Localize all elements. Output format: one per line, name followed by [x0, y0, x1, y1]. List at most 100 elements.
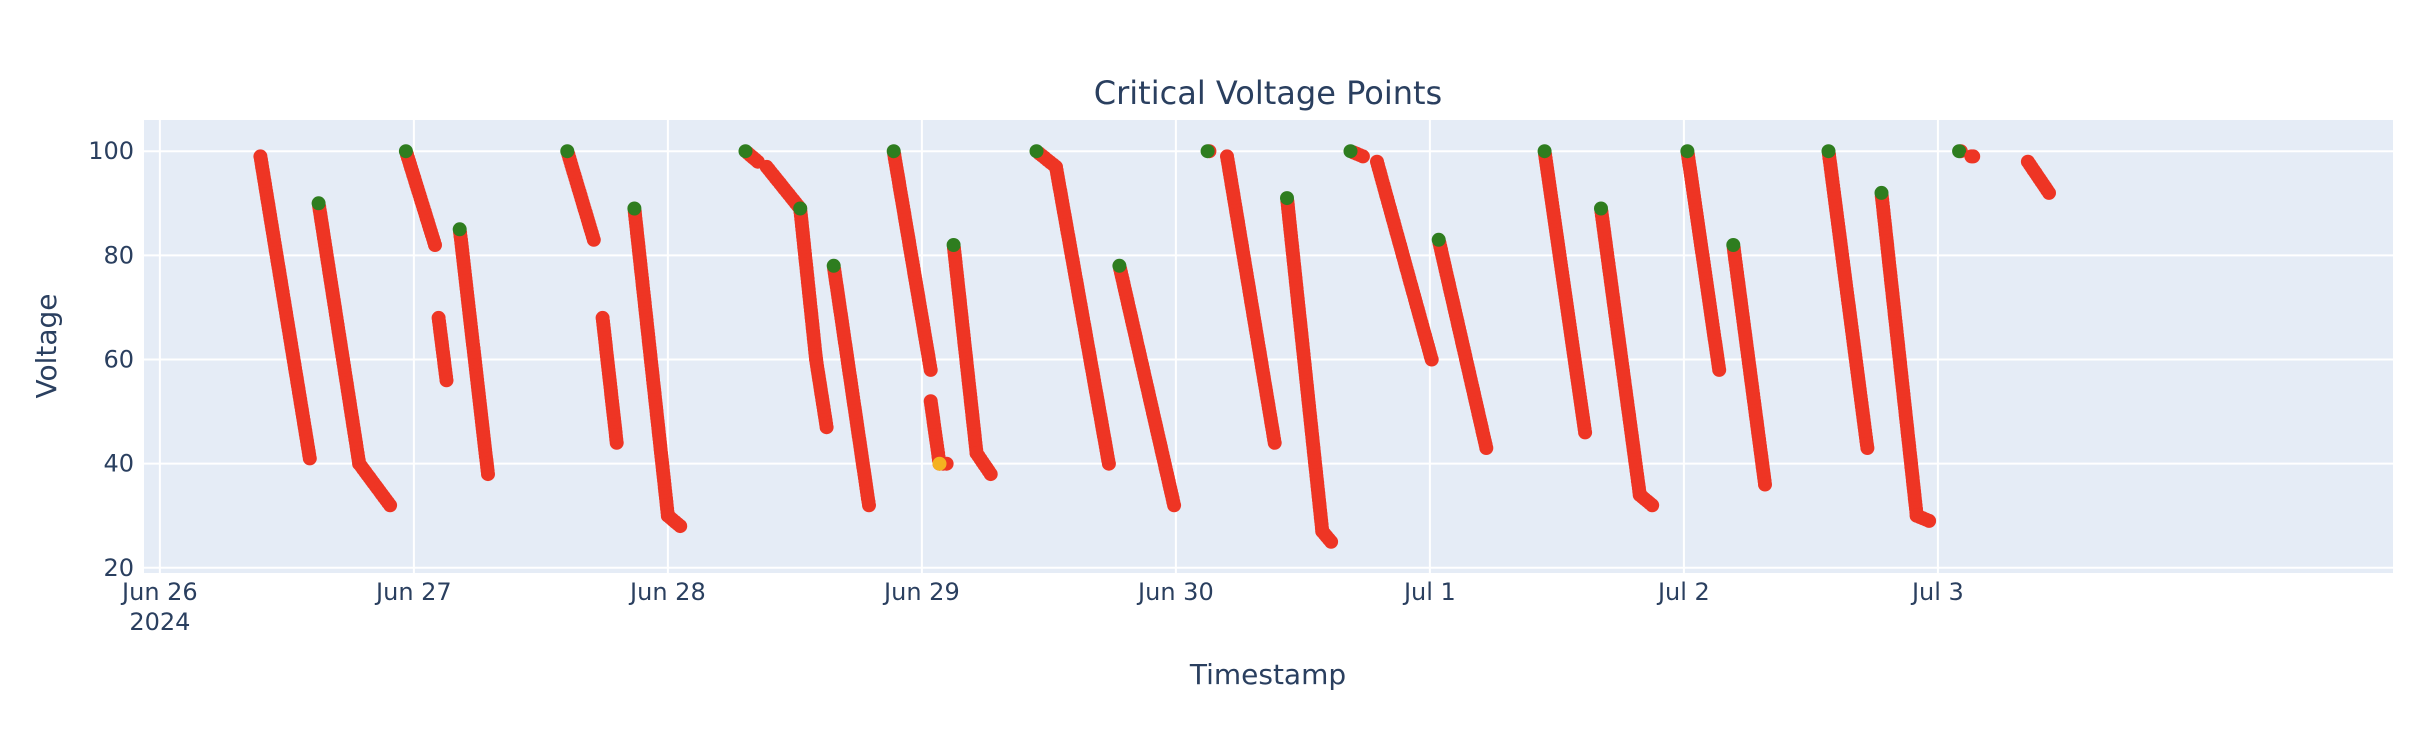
plot-background	[144, 120, 2393, 573]
series-segment	[886, 144, 938, 377]
series-segment	[311, 196, 367, 471]
data-point	[1112, 258, 1127, 273]
series-segment	[932, 456, 954, 471]
y-tick-label: 80	[103, 241, 134, 269]
series-segment	[1537, 144, 1593, 440]
x-tick-sublabel: 2024	[129, 608, 190, 636]
grid	[144, 120, 2393, 573]
x-tick-label: Jul 2	[1656, 578, 1710, 606]
data-point	[1594, 201, 1608, 216]
data-point	[1952, 144, 1967, 159]
series-segment	[1964, 149, 1981, 164]
data-point	[1431, 232, 1446, 247]
x-tick-label: Jun 28	[628, 578, 706, 606]
data-point	[826, 258, 841, 273]
series-segment	[1029, 144, 1063, 174]
data-point	[809, 352, 824, 367]
series-segment	[1632, 487, 1660, 513]
series-segment	[1909, 508, 1937, 528]
data-point	[946, 238, 961, 252]
data-point	[1343, 144, 1358, 159]
series-segment	[826, 258, 876, 513]
data-point	[923, 394, 938, 409]
x-tick-label: Jul 3	[1910, 578, 1964, 606]
series-segment	[809, 352, 834, 435]
series-segment	[738, 144, 765, 169]
series-segment	[431, 310, 454, 388]
data-point	[2020, 154, 2035, 169]
series-segment	[923, 394, 947, 471]
data-point	[1537, 144, 1552, 159]
series-segment	[1952, 144, 1968, 159]
y-tick-label: 20	[103, 554, 134, 582]
x-tick-label: Jun 29	[882, 578, 960, 606]
data-point	[1048, 159, 1063, 174]
data-point	[1964, 149, 1979, 164]
chart-title: Critical Voltage Points	[1094, 74, 1442, 112]
series-segment	[398, 144, 442, 252]
y-tick-label: 60	[103, 346, 134, 374]
data-point	[793, 201, 808, 216]
series-segment	[1874, 185, 1924, 523]
data-point	[311, 196, 326, 211]
data-point	[452, 222, 467, 237]
x-axis-title: Timestamp	[1189, 658, 1346, 691]
y-tick-label: 100	[88, 137, 134, 165]
data-points	[253, 144, 2056, 549]
series-segment	[1594, 201, 1647, 502]
x-tick-label: Jun 30	[1136, 578, 1214, 606]
series-segment	[1315, 524, 1339, 549]
data-point	[1280, 191, 1294, 206]
data-point	[1220, 149, 1234, 164]
data-point	[1680, 144, 1695, 159]
series-segment	[660, 508, 688, 534]
series-segment	[352, 456, 398, 513]
data-point	[886, 144, 901, 159]
series-segment	[793, 201, 824, 367]
data-point	[660, 508, 675, 523]
data-point	[1315, 524, 1330, 539]
y-tick-label: 40	[103, 450, 134, 478]
data-point	[352, 456, 367, 471]
series-segment	[1220, 149, 1282, 450]
data-point	[1874, 185, 1889, 200]
data-point	[1632, 487, 1647, 502]
data-point	[1029, 144, 1044, 159]
series-segment	[595, 310, 624, 450]
data-point	[1909, 508, 1924, 523]
series-segment	[1370, 154, 1439, 367]
series-segment	[1112, 258, 1182, 513]
data-point	[253, 149, 268, 164]
data-point	[759, 159, 774, 174]
y-axis-title: Voltage	[30, 293, 63, 398]
series-segment	[969, 446, 998, 482]
series-segment	[253, 149, 317, 466]
series-segment	[1726, 238, 1772, 492]
data-point	[1821, 144, 1836, 159]
x-tick-label: Jun 26	[120, 578, 198, 606]
data-point	[627, 201, 642, 216]
series-segment	[452, 222, 495, 482]
x-tick-label: Jun 27	[374, 578, 452, 606]
series-segment	[1343, 144, 1370, 164]
x-tick-label: Jul 1	[1402, 578, 1456, 606]
series-segment	[1821, 144, 1875, 455]
data-point	[969, 446, 984, 461]
series-segment	[560, 144, 601, 247]
series-segment	[1680, 144, 1727, 377]
data-point	[398, 144, 413, 159]
series-segment	[1431, 232, 1494, 455]
series-segment	[1200, 144, 1217, 159]
series-segment	[1048, 159, 1116, 471]
data-point	[1726, 238, 1741, 252]
data-point	[560, 144, 575, 159]
data-point	[738, 144, 753, 159]
series-segment	[627, 201, 675, 523]
series-segment	[1280, 191, 1330, 539]
data-point	[1200, 144, 1215, 159]
data-point	[932, 456, 947, 471]
data-point	[595, 310, 610, 325]
series-segment	[2020, 154, 2056, 200]
